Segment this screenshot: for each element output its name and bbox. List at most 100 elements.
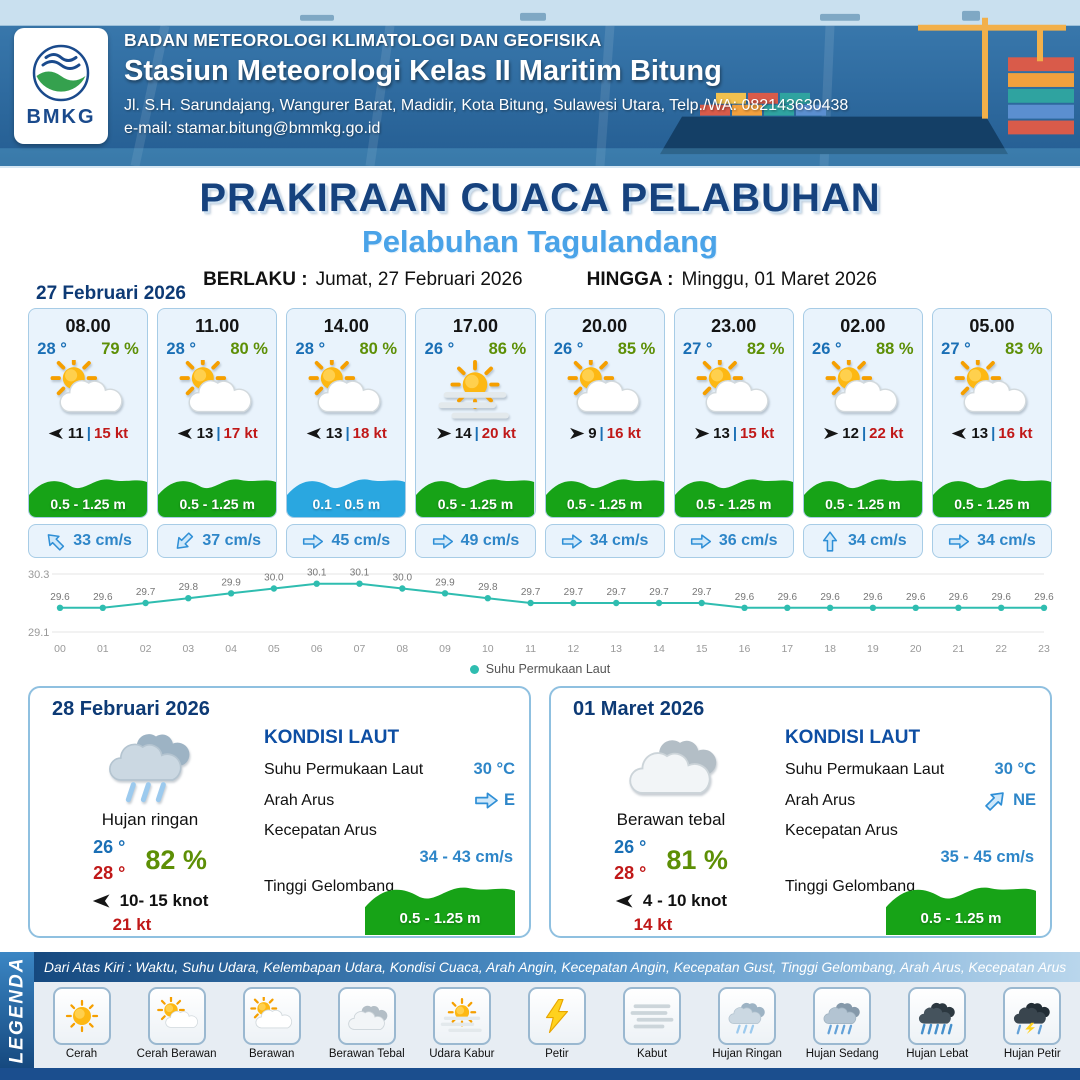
- udara-kabur-icon: [432, 987, 491, 1045]
- air-temp: 28 °: [166, 340, 196, 358]
- humidity: 82 %: [145, 844, 207, 875]
- svg-text:04: 04: [225, 643, 237, 655]
- svg-text:09: 09: [439, 643, 451, 655]
- current-speed: 34 cm/s: [847, 532, 907, 549]
- svg-text:05: 05: [268, 643, 280, 655]
- wave-height: 0.5 - 1.25 m: [437, 496, 514, 512]
- page-title: PRAKIRAAN CUACA PELABUHAN: [199, 176, 881, 220]
- wind-range: 10- 15 knot: [119, 891, 209, 911]
- bmkg-emblem-icon: [32, 44, 90, 102]
- berawan-tebal-icon: [337, 987, 396, 1045]
- wind-direction-arrow-icon: [177, 425, 194, 442]
- svg-text:30.1: 30.1: [307, 568, 327, 579]
- svg-text:03: 03: [182, 643, 194, 655]
- current-box: 45 cm/s: [286, 524, 407, 558]
- valid-from-label: BERLAKU :: [203, 269, 308, 290]
- current-direction-arrow-icon: [820, 530, 839, 552]
- legend-item: Hujan Lebat: [890, 987, 984, 1068]
- wind-row: 9 | 16 kt: [568, 425, 641, 442]
- gust-speed: 15 kt: [740, 425, 775, 442]
- current-box: 36 cm/s: [673, 524, 794, 558]
- gust-speed: 16 kt: [998, 425, 1033, 442]
- wind-row: 13 | 18 kt: [306, 425, 387, 442]
- weather-icon: [29, 360, 147, 422]
- harbor-illustration: [0, 0, 1080, 166]
- current-speed: 34 cm/s: [589, 532, 649, 549]
- legend-item: Berawan: [225, 987, 319, 1068]
- wind-speed: 13: [196, 425, 214, 442]
- forecast-card: 02.00 26 ° 88 % 12 | 22 kt 0.5 - 1.25 m 34 …: [802, 308, 923, 558]
- station-name: Stasiun Meteorologi Kelas II Maritim Bit…: [124, 55, 722, 87]
- station-address: Jl. S.H. Sarundajang, Wangurer Barat, Ma…: [124, 97, 849, 114]
- wave-height-band: 0.5 - 1.25 m: [158, 471, 277, 517]
- summary-date: 28 Februari 2026: [52, 698, 210, 720]
- svg-text:30.1: 30.1: [350, 568, 370, 579]
- gust-speed: 15 kt: [93, 425, 129, 442]
- current-speed: 49 cm/s: [460, 532, 520, 549]
- valid-from-value: Jumat, 27 Februari 2026: [315, 269, 523, 290]
- cerah-berawan-icon: [147, 987, 206, 1045]
- current-speed: 45 cm/s: [331, 532, 391, 549]
- humidity: 82 %: [746, 340, 785, 358]
- wind-direction-arrow-icon: [568, 425, 585, 442]
- air-temp: 27 °: [941, 340, 971, 358]
- forecast-card: 23.00 27 ° 82 % 13 | 15 kt 0.5 - 1.25 m 36 …: [673, 308, 794, 558]
- wind-speed: 13: [713, 425, 730, 442]
- berawan-icon: [242, 987, 301, 1045]
- svg-text:29.6: 29.6: [991, 592, 1011, 603]
- current-direction-arrow-icon: [41, 527, 70, 556]
- svg-text:29.7: 29.7: [606, 587, 626, 598]
- current-dir-label: Arah Arus: [263, 791, 335, 809]
- sst-label: Suhu Permukaan Laut: [784, 760, 945, 778]
- sea-conditions-title: KONDISI LAUT: [784, 727, 921, 748]
- weather-icon: [546, 360, 664, 422]
- gust-speed: 20 kt: [481, 425, 516, 442]
- station-email: e-mail: stamar.bitung@bmmkg.go.id: [124, 120, 381, 137]
- wave-height-band: 0.5 - 1.25 m: [545, 471, 664, 517]
- wave-label: Tinggi Gelombang: [263, 878, 395, 895]
- gust-speed: 16 kt: [606, 425, 641, 442]
- weather-icon: [804, 360, 922, 422]
- air-temp: 26 °: [424, 340, 455, 358]
- svg-text:29.7: 29.7: [136, 587, 156, 598]
- svg-text:29.7: 29.7: [521, 587, 541, 598]
- humidity: 80 %: [230, 340, 268, 358]
- weather-icon: [615, 723, 727, 808]
- svg-text:06: 06: [311, 643, 323, 655]
- footer-bar: [0, 1068, 1080, 1080]
- forecast-card: 20.00 26 ° 85 % 9 | 16 kt 0.5 - 1.25 m 34 c…: [544, 308, 665, 558]
- current-direction-arrow-icon: [170, 527, 199, 556]
- gust-speed: 22 kt: [869, 425, 904, 442]
- legend-title: LEGENDA: [6, 956, 27, 1064]
- current-box: 34 cm/s: [931, 524, 1052, 558]
- chart-legend: Suhu Permukaan Laut: [26, 662, 1054, 676]
- wave-height: 0.1 - 0.5 m: [312, 496, 381, 512]
- svg-text:22: 22: [995, 643, 1007, 655]
- header: BMKG BADAN METEOROLOGI KLIMATOLOGI DAN G…: [0, 0, 1080, 168]
- humidity: 88 %: [875, 340, 914, 358]
- cerah-icon: [52, 987, 111, 1045]
- svg-text:07: 07: [354, 643, 366, 655]
- wind-row: 13 | 16 kt: [951, 425, 1032, 442]
- weather-icon: [416, 360, 534, 422]
- wind-direction-arrow-icon: [435, 425, 452, 442]
- svg-text:10: 10: [482, 643, 494, 655]
- wind-row: 14 | 20 kt: [435, 425, 516, 442]
- current-direction-arrow-icon: [474, 790, 499, 811]
- humidity: 80 %: [359, 340, 398, 358]
- svg-text:29.8: 29.8: [179, 582, 199, 593]
- air-temp: 27 °: [682, 340, 713, 358]
- temp-max: 28 °: [93, 863, 126, 884]
- current-box: 33 cm/s: [28, 524, 149, 558]
- svg-text:29.1: 29.1: [28, 627, 49, 639]
- svg-text:08: 08: [396, 643, 408, 655]
- legend-item: Hujan Ringan: [700, 987, 794, 1068]
- current-dir-value: NE: [1013, 791, 1036, 809]
- legend-item: Petir: [510, 987, 604, 1068]
- svg-text:29.9: 29.9: [221, 577, 241, 588]
- sst-value: 30 °C: [994, 760, 1036, 778]
- daily-summaries: 28 Februari 2026 Hujan ringan 26 ° 28 ° 8…: [28, 686, 1052, 938]
- bmkg-logo: BMKG: [14, 28, 108, 144]
- svg-text:29.9: 29.9: [435, 577, 455, 588]
- wind-direction-arrow-icon: [92, 891, 112, 911]
